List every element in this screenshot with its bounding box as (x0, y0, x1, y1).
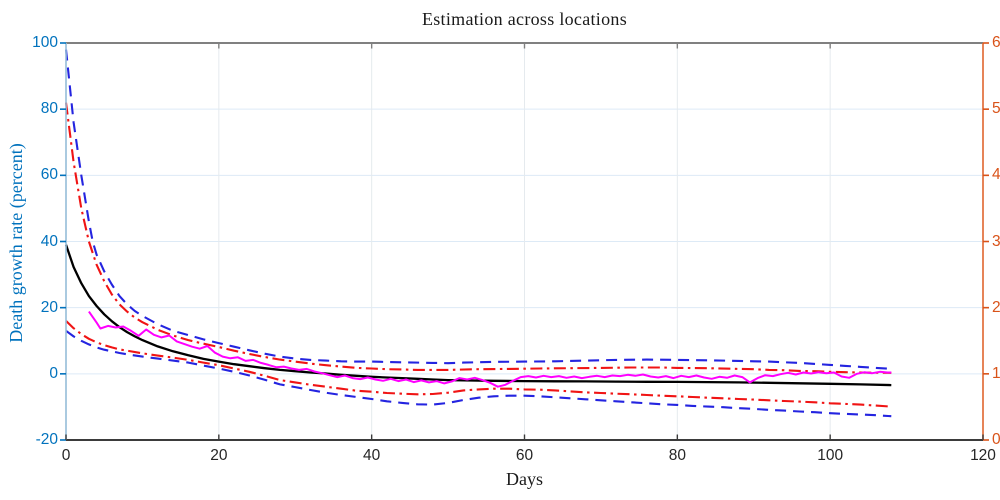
series-blue-dashed-lower-band (65, 329, 892, 418)
right-axis-tick-label: 2 (992, 298, 1000, 316)
x-axis-tick-label: 0 (61, 447, 71, 464)
series-black-solid-estimate (64, 244, 892, 387)
series-red-dashdot-lower-band (65, 320, 892, 408)
x-axis-tick-label: 40 (363, 447, 381, 464)
x-axis-tick-label: 100 (817, 447, 844, 464)
x-axis-label: Days (506, 469, 543, 489)
right-axis-tick-label: 3 (992, 232, 1000, 250)
right-axis-tick-label: 4 (992, 166, 1000, 184)
left-axis-tick-label: 60 (40, 166, 58, 184)
right-axis-tick-label: 0 (992, 431, 1000, 448)
chart-title: Estimation across locations (421, 9, 628, 29)
left-axis-tick-label: 80 (40, 100, 58, 118)
x-axis-tick-label: 60 (515, 447, 534, 464)
left-axis-tick-label: 0 (49, 364, 58, 382)
left-axis-tick-label: -20 (35, 431, 58, 448)
right-axis-tick-label: 1 (992, 364, 1000, 382)
x-axis-tick-label: 20 (210, 447, 228, 464)
left-axis-tick-label: 40 (40, 232, 58, 250)
series-red-dashdot-upper-band (64, 102, 892, 374)
series-magenta-solid-series (88, 311, 892, 388)
x-axis-tick-label: 80 (668, 447, 686, 464)
left-axis-tick-label: 100 (32, 34, 58, 51)
x-axis-tick-label: 120 (970, 447, 996, 464)
right-axis-tick-label: 6 (992, 34, 1000, 51)
series-blue-dashed-upper-band (64, 49, 892, 370)
right-axis-tick-label: 5 (992, 100, 1000, 118)
left-axis-tick-label: 20 (40, 298, 58, 316)
